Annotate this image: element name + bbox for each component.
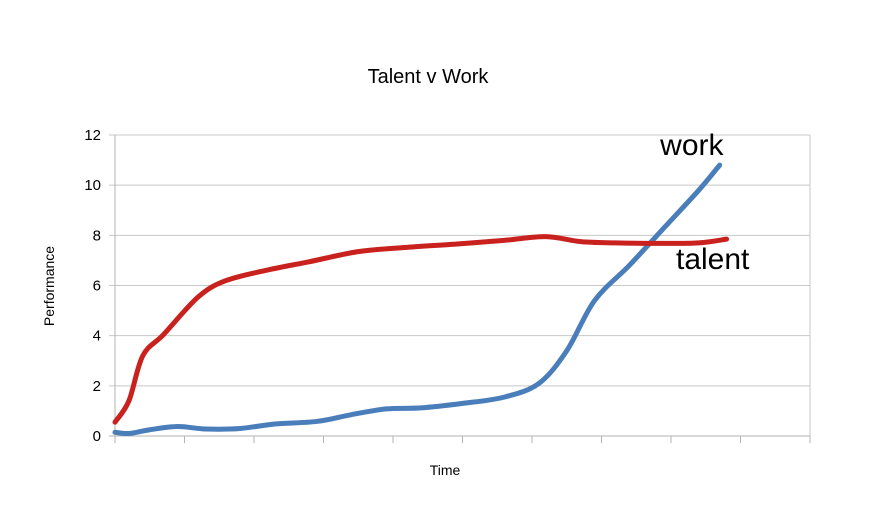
y-tick-label: 6 bbox=[93, 278, 101, 295]
y-tick-label: 12 bbox=[84, 127, 101, 144]
annotation-talent: talent bbox=[676, 243, 750, 276]
annotation-work: work bbox=[659, 129, 724, 162]
series-line-talent bbox=[112, 234, 730, 425]
axes bbox=[109, 135, 811, 443]
x-axis-label: Time bbox=[430, 462, 461, 478]
y-tick-label: 10 bbox=[84, 177, 101, 194]
series-annotations: work talent bbox=[659, 129, 750, 276]
series-line-work bbox=[112, 162, 723, 437]
y-axis-label: Performance bbox=[41, 246, 57, 326]
gridlines bbox=[109, 134, 810, 387]
y-tick-label: 8 bbox=[93, 227, 101, 244]
y-tick-label: 2 bbox=[93, 378, 101, 395]
y-tick-label: 4 bbox=[93, 328, 101, 345]
series-lines bbox=[112, 162, 730, 437]
y-tick-labels: 0 2 4 6 8 10 12 bbox=[84, 127, 101, 445]
chart-title: Talent v Work bbox=[368, 66, 490, 88]
y-tick-label: 0 bbox=[93, 428, 101, 445]
